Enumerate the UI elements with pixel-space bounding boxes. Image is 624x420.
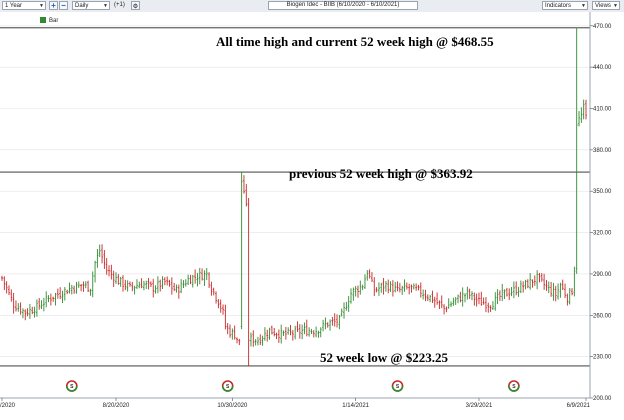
chevron-down-icon: ▼: [581, 3, 586, 9]
earnings-marker-arc: [221, 385, 234, 392]
y-tick-label: 440.00: [593, 65, 612, 71]
earnings-marker-arc: [391, 385, 404, 392]
chevron-down-icon: ▼: [39, 3, 44, 9]
annotation-52-week-low: 52 week low @ $223.25: [320, 350, 449, 365]
legend-swatch: [40, 17, 46, 23]
zoom-in-button[interactable]: +: [49, 1, 58, 10]
x-tick-label: 8/20/2020: [103, 403, 130, 409]
chart-background: [0, 12, 624, 420]
x-tick-label: 1/14/2021: [342, 403, 369, 409]
gear-icon: ⚙: [132, 4, 139, 10]
zoom-out-button[interactable]: −: [59, 1, 68, 10]
offset-label: (+1): [114, 2, 125, 8]
legend-label: Bar: [49, 18, 58, 24]
chart-title: Biogen Idec - BIIB (6/10/2020 - 6/10/202…: [286, 2, 400, 8]
annotation-previous-high: previous 52 week high @ $363.92: [289, 166, 473, 181]
x-tick-label: /2020: [0, 403, 16, 409]
settings-button[interactable]: ⚙: [131, 1, 140, 10]
y-tick-label: 410.00: [593, 107, 612, 113]
earnings-marker-label: S: [396, 384, 400, 390]
views-button[interactable]: Views ▼: [592, 1, 620, 10]
y-tick-label: 260.00: [593, 313, 612, 319]
period-select[interactable]: 1 Year ▼: [2, 1, 46, 10]
y-tick-label: 350.00: [593, 189, 612, 195]
earnings-marker-arc: [66, 385, 78, 392]
views-label: Views: [595, 3, 611, 9]
indicators-label: Indicators: [545, 3, 572, 9]
x-tick-label: 3/29/2021: [466, 403, 493, 409]
chart-toolbar: 1 Year ▼ + − Daily ▼ (+1) ⚙ Biogen Idec …: [0, 0, 624, 13]
earnings-marker-label: S: [512, 384, 516, 390]
chart-title-box[interactable]: Biogen Idec - BIIB (6/10/2020 - 6/10/202…: [268, 1, 418, 10]
earnings-marker-icon: S: [221, 380, 234, 392]
reference-lines: [0, 27, 590, 367]
y-tick-label: 290.00: [593, 272, 612, 278]
earnings-marker-icon: S: [508, 380, 520, 392]
x-tick-label: 6/9/2021: [567, 403, 591, 409]
y-tick-label: 230.00: [593, 355, 612, 361]
earnings-marker-label: S: [226, 384, 230, 390]
earnings-marker-arc: [508, 385, 520, 392]
y-tick-label: 470.00: [593, 24, 612, 30]
y-tick-label: 320.00: [593, 231, 612, 237]
y-tick-label: 200.00: [593, 396, 612, 402]
y-axis: 470.00 440.00 410.00 380.00 350.00 320.00 290.…: [589, 12, 612, 402]
earnings-marker-label: S: [70, 384, 74, 390]
price-bars: [1, 27, 587, 366]
chevron-down-icon: ▼: [103, 3, 108, 9]
x-tick-label: 10/30/2020: [217, 403, 248, 409]
y-tick-label: 380.00: [593, 148, 612, 154]
period-value: 1 Year: [5, 3, 23, 9]
interval-select[interactable]: Daily ▼: [72, 1, 110, 10]
annotation-all-time-high: All time high and current 52 week high @…: [216, 34, 494, 49]
earnings-marker-icon: S: [391, 380, 404, 392]
x-axis: /2020 8/20/2020 10/30/2020 1/14/2021 3/29/20…: [0, 397, 591, 409]
indicators-button[interactable]: Indicators ▼: [542, 1, 588, 10]
price-chart[interactable]: S S S S 470.00 440.00 410.00 380.00 350.00 320.0…: [0, 12, 624, 420]
interval-value: Daily: [75, 3, 89, 9]
earnings-marker-icon: S: [66, 380, 78, 392]
chevron-down-icon: ▼: [613, 3, 618, 9]
